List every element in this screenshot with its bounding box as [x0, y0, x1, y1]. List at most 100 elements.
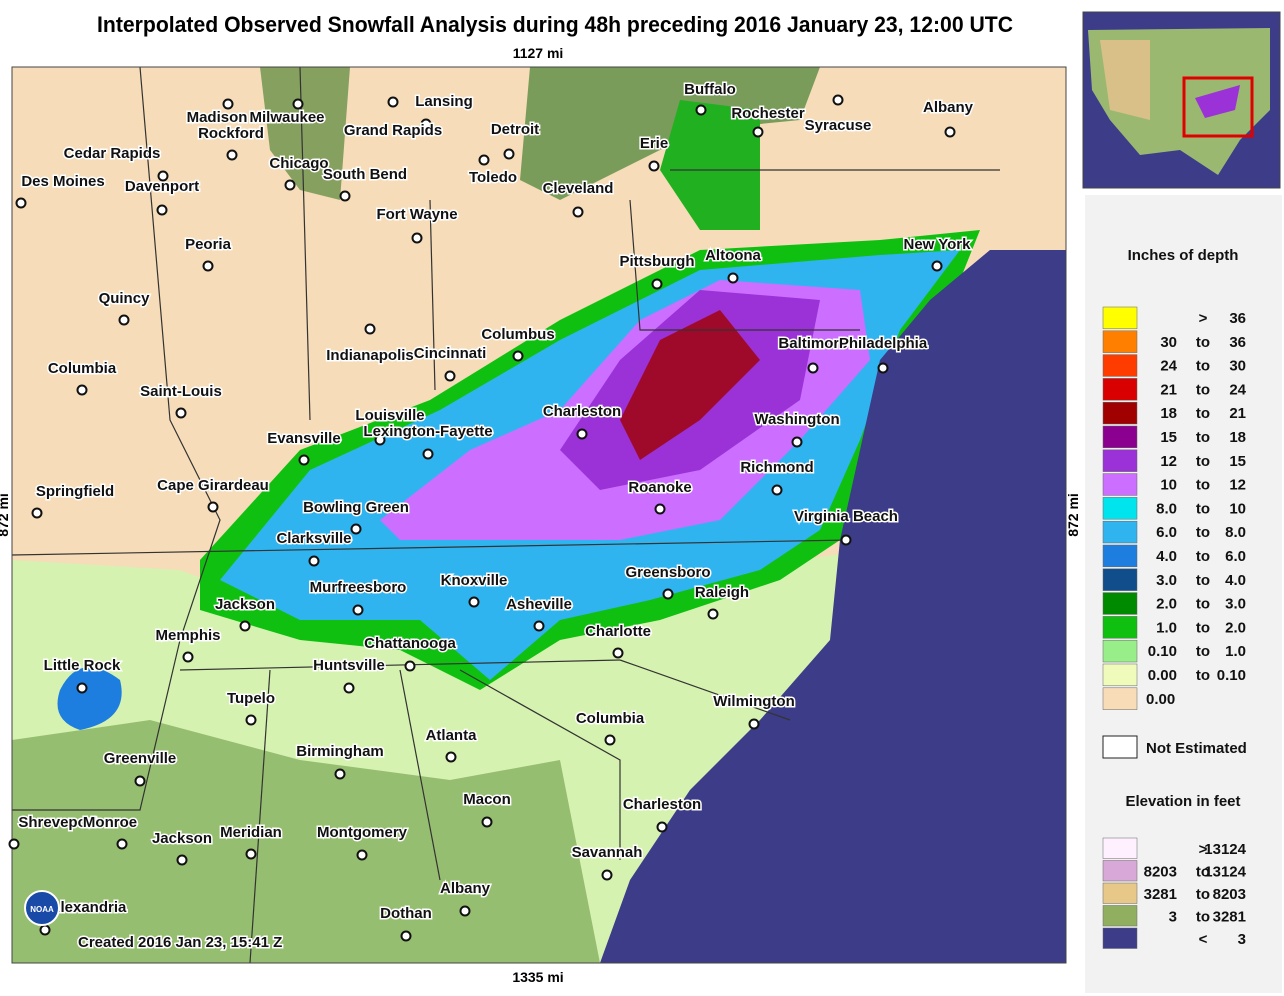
- city-label: Columbus: [481, 326, 554, 343]
- city-marker: [601, 869, 613, 881]
- ocean: [600, 250, 1066, 963]
- legend-label: 18: [1229, 429, 1246, 446]
- city-label: Lexington-Fayette: [363, 423, 492, 440]
- legend-label: 10: [1229, 500, 1246, 517]
- legend-label: 15: [1160, 429, 1177, 446]
- snow-little-rock: [57, 667, 122, 730]
- legend-swatch: [1102, 568, 1138, 591]
- city-marker: [840, 534, 852, 546]
- snow-18-21: [620, 310, 760, 460]
- city-label: Birmingham: [296, 743, 384, 760]
- lake-michigan: [260, 67, 350, 200]
- legend-label: 12: [1160, 453, 1177, 470]
- legend-label: 13124: [1204, 864, 1246, 881]
- legend-label: 3.0: [1156, 572, 1177, 589]
- legend-swatch: [1102, 473, 1138, 496]
- legend-label: 8.0: [1156, 500, 1177, 517]
- city-marker: [572, 206, 584, 218]
- city-label: Davenport: [125, 178, 199, 195]
- city-label: Huntsville: [313, 657, 385, 674]
- city-label: Little Rock: [44, 657, 121, 674]
- city-label: Philadelphia: [839, 335, 928, 352]
- city-label: Erie: [640, 135, 668, 152]
- city-marker: [748, 718, 760, 730]
- city-label: Tupelo: [227, 690, 275, 707]
- city-label: Jackson: [215, 596, 275, 613]
- city-label: Cape Girardeau: [157, 477, 269, 494]
- city-label: Asheville: [506, 596, 572, 613]
- legend-label: 30: [1160, 334, 1177, 351]
- city-marker: [604, 734, 616, 746]
- elevation-title: Elevation in feet: [1125, 793, 1240, 810]
- legend-label: 21: [1160, 381, 1177, 398]
- legend-label: to: [1196, 429, 1210, 446]
- city-label: Toledo: [469, 169, 517, 186]
- city-marker: [245, 848, 257, 860]
- city-marker: [308, 555, 320, 567]
- city-marker: [944, 126, 956, 138]
- legend-label: 3: [1169, 909, 1177, 926]
- legend-label: <: [1199, 931, 1208, 948]
- legend-label: 6.0: [1156, 524, 1177, 541]
- city-marker: [356, 849, 368, 861]
- city-marker: [118, 314, 130, 326]
- map-frame: [11, 66, 1067, 964]
- city-label: Baltimore: [778, 335, 847, 352]
- city-label: Greenville: [104, 750, 177, 767]
- city-label: Alexandria: [50, 899, 127, 916]
- city-marker: [662, 588, 674, 600]
- legend-label: 3: [1238, 931, 1246, 948]
- city-marker: [503, 148, 515, 160]
- city-marker: [612, 647, 624, 659]
- city-marker: [695, 104, 707, 116]
- legend-label: 3281: [1144, 886, 1177, 903]
- city-marker: [533, 620, 545, 632]
- city-label: Dothan: [380, 905, 432, 922]
- city-marker: [175, 407, 187, 419]
- legend-swatch: [1102, 354, 1138, 377]
- legend-swatch: [1102, 592, 1138, 615]
- legend-label: 8.0: [1225, 524, 1246, 541]
- city-marker: [339, 190, 351, 202]
- city-marker: [648, 160, 660, 172]
- legend-label: 36: [1229, 310, 1246, 327]
- city-label: Savannah: [572, 844, 643, 861]
- city-marker: [422, 448, 434, 460]
- city-label: Charleston: [543, 403, 621, 420]
- city-label: Knoxville: [441, 572, 508, 589]
- legend-label: to: [1196, 909, 1210, 926]
- city-label: Pittsburgh: [620, 253, 695, 270]
- city-marker: [222, 98, 234, 110]
- legend-title: Inches of depth: [1128, 247, 1239, 264]
- city-marker: [202, 260, 214, 272]
- legend-label: to: [1196, 886, 1210, 903]
- city-marker: [707, 608, 719, 620]
- legend-swatch: [1102, 520, 1138, 544]
- city-label: Charleston: [623, 796, 701, 813]
- scale-left: 872 mi: [0, 493, 11, 537]
- city-marker: [343, 682, 355, 694]
- legend-label: 0.10: [1148, 643, 1177, 660]
- city-marker: [411, 232, 423, 244]
- legend-swatch: [1102, 425, 1138, 449]
- legend-swatch: [1102, 616, 1138, 639]
- city-label: Chattanooga: [364, 635, 456, 652]
- legend-label: to: [1196, 500, 1210, 517]
- legend-swatch: [1102, 497, 1138, 520]
- legend-label: to: [1196, 619, 1210, 636]
- lake-erie: [520, 67, 820, 200]
- city-label: Evansville: [267, 430, 340, 447]
- city-label: Montgomery: [317, 824, 408, 841]
- legend-label: 36: [1229, 334, 1246, 351]
- legend-label: 18: [1160, 405, 1177, 422]
- legend-label: to: [1196, 477, 1210, 494]
- city-marker: [176, 854, 188, 866]
- legend-label: 13124: [1204, 841, 1246, 858]
- legend-label: 0.10: [1217, 667, 1246, 684]
- city-marker: [157, 170, 169, 182]
- legend-swatch: [1102, 449, 1138, 472]
- legend-label: to: [1196, 381, 1210, 398]
- city-marker: [771, 484, 783, 496]
- city-marker: [832, 94, 844, 106]
- legend-label: >: [1199, 310, 1208, 327]
